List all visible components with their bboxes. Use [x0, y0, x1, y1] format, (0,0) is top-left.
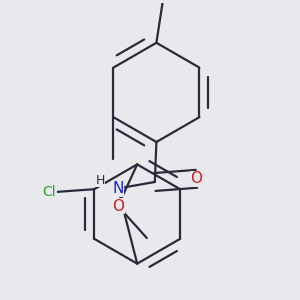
Text: Cl: Cl	[43, 185, 56, 200]
Text: O: O	[112, 199, 124, 214]
Text: N: N	[112, 181, 124, 196]
Text: H: H	[96, 174, 105, 187]
Text: O: O	[190, 171, 202, 186]
